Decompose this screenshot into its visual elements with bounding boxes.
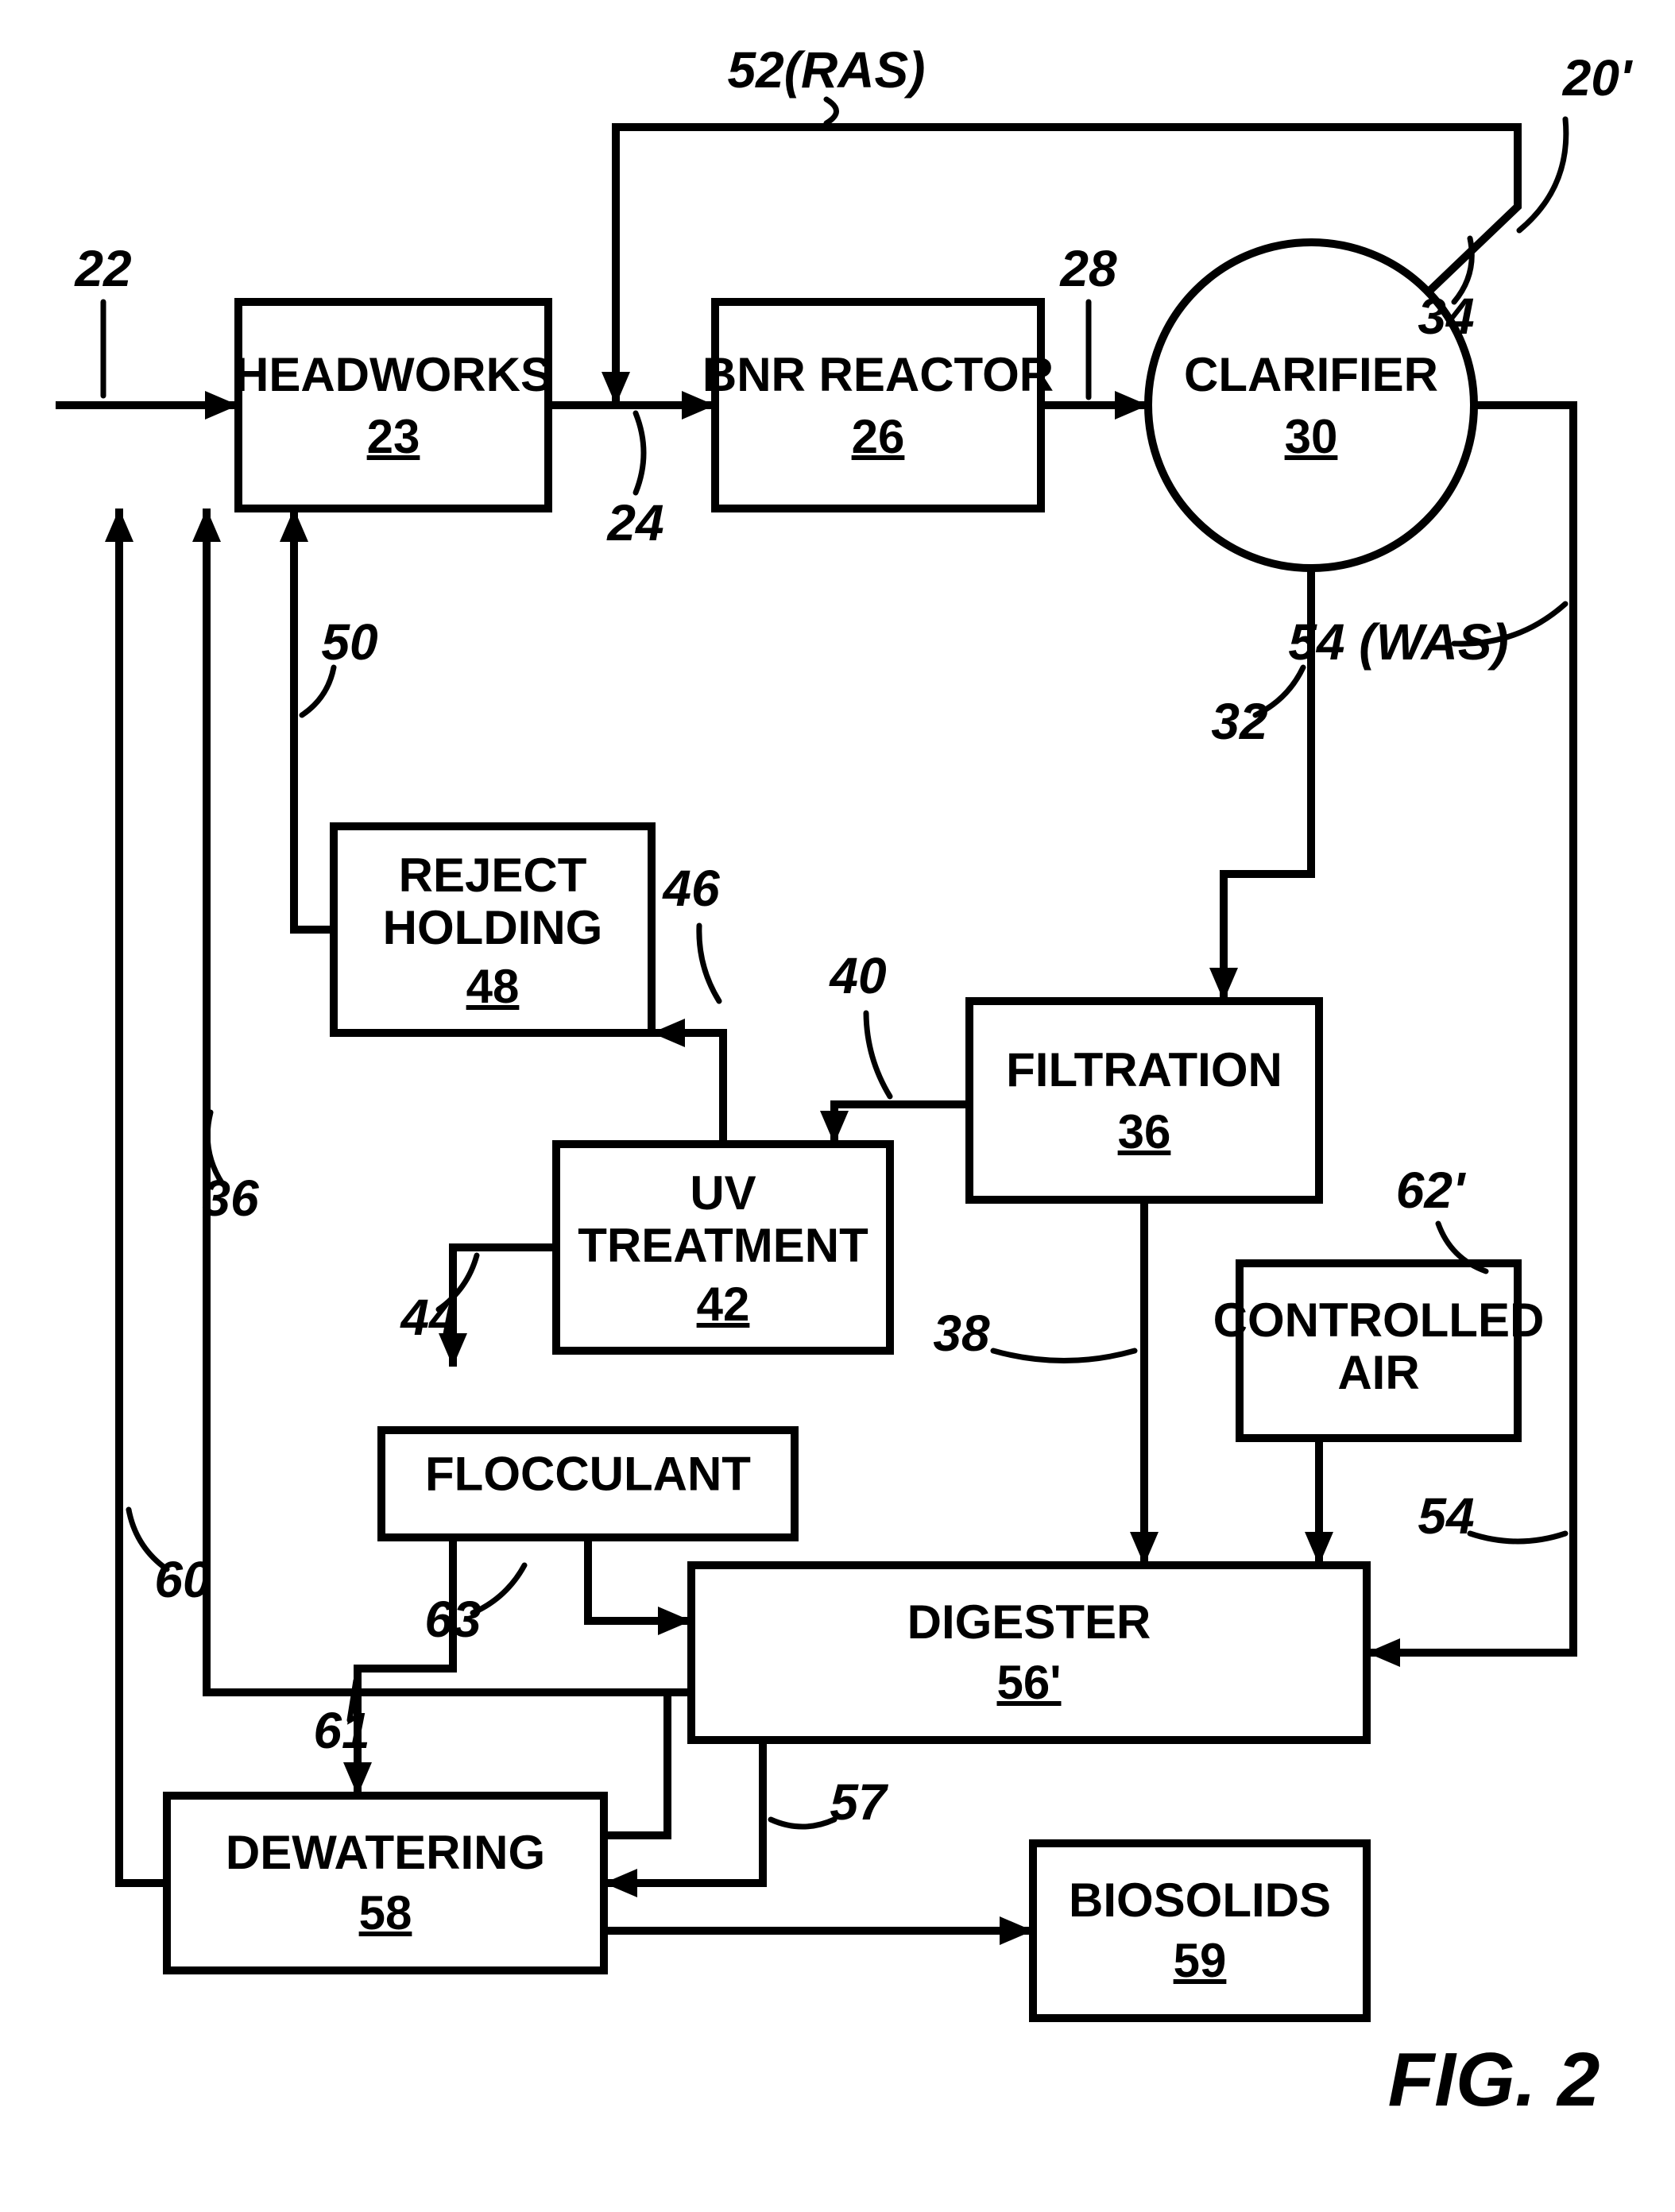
leader-24 <box>636 413 644 493</box>
edge-floc-dewatering <box>358 1537 453 1796</box>
block-label: 59 <box>1174 1934 1227 1987</box>
figure-title: FIG. 2 <box>1388 2037 1600 2122</box>
block-label: 58 <box>359 1886 412 1939</box>
leader-57 <box>771 1819 834 1827</box>
ref-34: 34 <box>1418 288 1474 345</box>
block-label: 48 <box>466 960 520 1013</box>
edge-filtration-uv <box>834 1104 969 1144</box>
block-label: CLARIFIER <box>1184 348 1438 401</box>
ref-60: 60 <box>154 1551 211 1608</box>
node-headworks <box>238 302 548 509</box>
ref-24: 24 <box>606 494 663 551</box>
ref-54b: 54 <box>1418 1487 1474 1545</box>
edge-floc-digester <box>588 1537 691 1621</box>
block-label: BNR REACTOR <box>702 348 1054 401</box>
block-label: HEADWORKS <box>234 348 552 401</box>
leader-54b <box>1470 1533 1565 1541</box>
ref-54was: 54 (WAS) <box>1288 613 1508 671</box>
leader-20p <box>1519 119 1566 230</box>
ref-52ras: 52(RAS) <box>728 41 926 99</box>
node-bnr <box>715 302 1041 509</box>
ref-40: 40 <box>828 947 886 1004</box>
diagram-canvas: HEADWORKS 23 BNR REACTOR 26 CLARIFIER 30 REJEC… <box>0 0 1675 2212</box>
edge-was <box>1367 405 1573 1653</box>
ref-57: 57 <box>830 1773 889 1831</box>
block-label: 30 <box>1285 410 1338 463</box>
ref-61: 61 <box>313 1702 369 1759</box>
block-label: TREATMENT <box>578 1219 868 1272</box>
node-filtration <box>969 1001 1319 1200</box>
edge-uv-reject <box>652 1033 723 1144</box>
node-digester <box>691 1565 1367 1740</box>
edge-dewatering-return2 <box>119 509 167 1883</box>
edge-reject-return <box>294 509 334 930</box>
ref-44: 44 <box>399 1289 457 1346</box>
ref-28: 28 <box>1059 240 1117 297</box>
ref-32: 32 <box>1211 693 1267 750</box>
block-label: FILTRATION <box>1006 1043 1282 1096</box>
block-label: DEWATERING <box>226 1826 545 1879</box>
edge-uv-out <box>453 1247 556 1367</box>
node-dewatering <box>167 1796 604 1970</box>
leader-50 <box>302 667 334 715</box>
block-label: REJECT <box>399 849 587 902</box>
ref-20p: 20' <box>1562 49 1633 106</box>
ref-50: 50 <box>321 613 377 671</box>
block-label: AIR <box>1337 1346 1419 1399</box>
leader-40 <box>866 1013 890 1096</box>
ref-38: 38 <box>933 1305 990 1362</box>
block-label: UV <box>690 1166 756 1220</box>
block-label: DIGESTER <box>907 1595 1151 1649</box>
ref-36b: 36 <box>202 1170 259 1227</box>
edge-digester-dewatering <box>604 1740 763 1883</box>
block-label: BIOSOLIDS <box>1069 1874 1331 1927</box>
ref-46: 46 <box>661 860 720 917</box>
leader-52ras <box>826 99 837 123</box>
block-label: 26 <box>852 410 905 463</box>
block-label: 36 <box>1118 1105 1171 1158</box>
leader-38 <box>993 1351 1135 1361</box>
leader-46 <box>699 926 719 1001</box>
block-label: HOLDING <box>383 901 603 954</box>
ref-22: 22 <box>74 240 131 297</box>
block-label: 56' <box>996 1656 1061 1709</box>
node-biosolids <box>1033 1843 1367 2018</box>
block-label: 42 <box>697 1278 750 1331</box>
block-label: 23 <box>367 410 420 463</box>
block-label: FLOCCULANT <box>425 1448 751 1501</box>
ref-63: 63 <box>424 1591 481 1648</box>
ref-62p: 62' <box>1396 1162 1466 1219</box>
block-label: CONTROLLED <box>1213 1294 1545 1347</box>
